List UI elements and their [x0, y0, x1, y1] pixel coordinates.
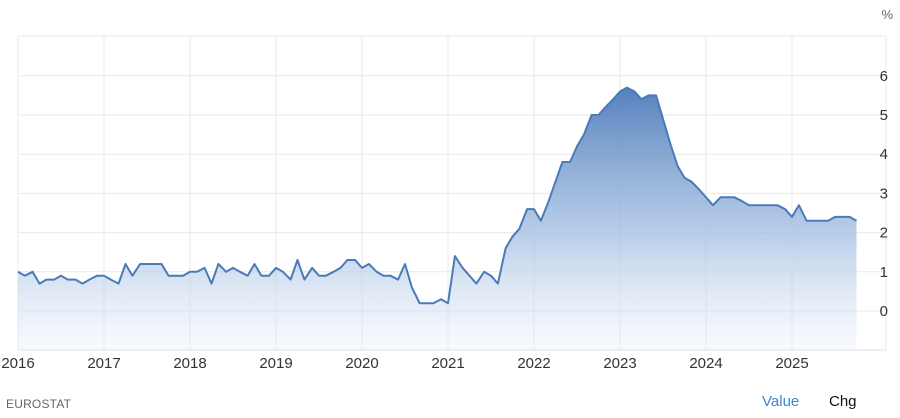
- y-tick-label: 5: [880, 107, 888, 124]
- x-tick-label: 2025: [775, 355, 808, 372]
- x-tick-label: 2020: [345, 355, 378, 372]
- series-area: [18, 87, 857, 350]
- x-tick-label: 2021: [431, 355, 464, 372]
- series-line: [17, 86, 857, 305]
- y-tick-label: 6: [880, 68, 888, 85]
- x-tick-label: 2022: [517, 355, 550, 372]
- y-tick-label: 0: [880, 303, 888, 320]
- x-tick-label: 2024: [689, 355, 722, 372]
- x-tick-label: 2018: [173, 355, 206, 372]
- x-tick-label: 2016: [1, 355, 34, 372]
- y-tick-label: 3: [880, 185, 888, 202]
- area-layer: [17, 86, 857, 350]
- x-axis: 2016 2017 2018 2019 2020 2021 2022 2023 2024 2025: [1, 355, 808, 372]
- chg-tab[interactable]: Chg: [829, 393, 857, 410]
- value-tab[interactable]: Value: [762, 393, 800, 410]
- x-tick-label: 2019: [259, 355, 292, 372]
- y-tick-label: 4: [880, 146, 888, 163]
- x-tick-label: 2017: [87, 355, 120, 372]
- y-tick-label: 2: [880, 225, 888, 242]
- source-label: EUROSTAT: [6, 397, 72, 411]
- y-axis: 0 1 2 3 4 5 6: [880, 68, 888, 320]
- y-unit-label: %: [881, 7, 893, 22]
- x-tick-label: 2023: [603, 355, 636, 372]
- y-tick-label: 1: [880, 264, 888, 281]
